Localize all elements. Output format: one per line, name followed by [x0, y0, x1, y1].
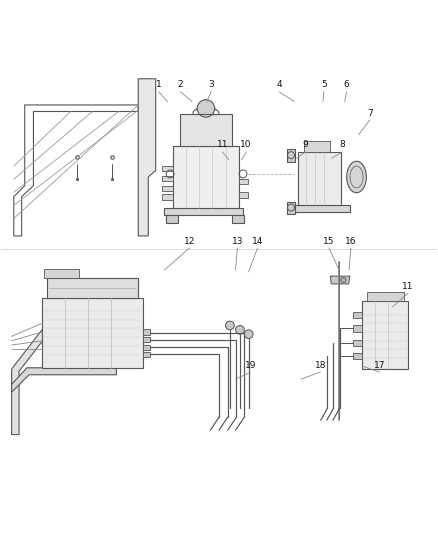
Circle shape	[244, 330, 253, 338]
Bar	[44, 269, 79, 278]
Text: 18: 18	[314, 360, 326, 369]
Bar	[239, 192, 248, 198]
Bar	[239, 179, 248, 184]
Bar	[143, 329, 150, 335]
Bar	[304, 141, 330, 152]
Ellipse shape	[347, 161, 366, 193]
Bar	[143, 345, 150, 350]
Text: 8: 8	[339, 141, 345, 149]
Text: 14: 14	[252, 237, 263, 246]
Text: 13: 13	[232, 237, 243, 246]
Text: 5: 5	[321, 80, 327, 89]
Circle shape	[341, 277, 346, 282]
Bar	[297, 152, 341, 205]
Bar	[367, 292, 404, 302]
Bar	[166, 215, 178, 223]
Bar	[287, 149, 294, 161]
Bar	[353, 353, 362, 359]
Bar	[353, 312, 362, 318]
Bar	[180, 114, 232, 147]
Polygon shape	[12, 321, 117, 434]
Circle shape	[236, 326, 244, 334]
Circle shape	[197, 100, 215, 117]
Polygon shape	[164, 207, 243, 215]
Bar	[362, 302, 408, 369]
Text: 12: 12	[184, 237, 195, 246]
Bar	[162, 195, 173, 200]
Polygon shape	[12, 368, 117, 392]
Text: 15: 15	[323, 237, 335, 246]
Bar	[287, 202, 294, 214]
Text: 17: 17	[374, 360, 385, 369]
Text: 16: 16	[345, 237, 357, 246]
Text: 19: 19	[245, 360, 256, 369]
Bar	[162, 176, 173, 181]
Bar	[143, 337, 150, 343]
Text: 4: 4	[276, 80, 282, 89]
Polygon shape	[330, 276, 350, 284]
Text: 1: 1	[156, 80, 162, 89]
Bar	[42, 298, 143, 368]
Text: 11: 11	[402, 282, 413, 291]
Text: 10: 10	[240, 141, 252, 149]
Bar	[173, 147, 239, 207]
Text: 7: 7	[367, 109, 372, 118]
Text: 3: 3	[208, 80, 214, 89]
Text: 2: 2	[178, 80, 184, 89]
Text: 9: 9	[303, 141, 308, 149]
Polygon shape	[138, 79, 155, 236]
Circle shape	[226, 321, 234, 330]
Bar	[46, 278, 138, 298]
Bar	[143, 352, 150, 357]
Bar	[353, 326, 362, 332]
Polygon shape	[294, 205, 350, 212]
Bar	[162, 185, 173, 191]
Bar	[162, 166, 173, 171]
Text: 6: 6	[344, 80, 350, 89]
Bar	[353, 340, 362, 346]
Text: 11: 11	[217, 141, 228, 149]
Bar	[232, 215, 244, 223]
